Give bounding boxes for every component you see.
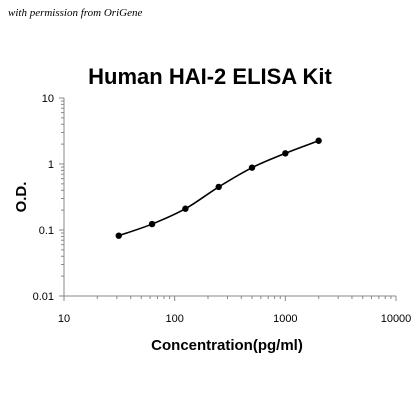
x-axis-label: Concentration(pg/ml) [151,337,303,354]
data-point [182,205,189,212]
chart-title: Human HAI-2 ELISA Kit [88,64,332,89]
data-point [148,220,156,228]
data-point [315,137,322,144]
y-axis-label: O.D. [13,182,30,213]
data-point [248,164,256,171]
x-tick-label: 10 [58,313,70,325]
data-point [282,150,289,157]
data-point [115,232,122,239]
data-point [215,183,222,191]
y-tick-label: 10 [42,93,54,105]
y-tick-label: 0.1 [39,225,54,237]
x-tick-label: 10000 [381,313,412,325]
x-tick-label: 1000 [273,313,297,325]
y-tick-label: 1 [48,159,54,171]
y-tick-label: 0.01 [33,291,54,303]
watermark-text: with permission from OriGene [8,7,143,19]
x-tick-label: 100 [165,313,183,325]
